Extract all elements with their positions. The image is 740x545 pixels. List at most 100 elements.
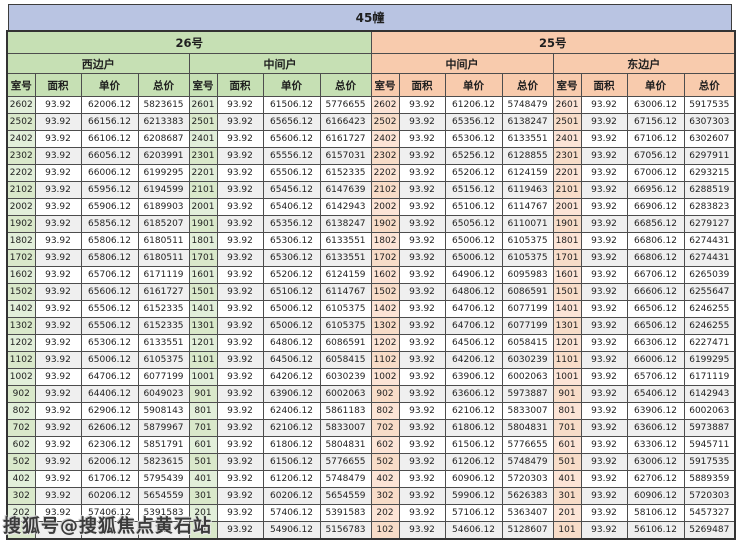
cell-total-price: 6105375 bbox=[501, 249, 554, 267]
cell-area: 93.92 bbox=[34, 334, 82, 352]
unit-group-header-0: 西边户 bbox=[6, 53, 190, 74]
cell-area: 93.92 bbox=[216, 215, 264, 233]
cell-total-price: 6105375 bbox=[319, 300, 372, 318]
cell-total-price: 6086591 bbox=[501, 283, 554, 301]
table-row: 302 93.92 60206.12 5654559 301 93.92 60206.12 5… bbox=[6, 487, 736, 505]
cell-room: 401 bbox=[188, 470, 218, 488]
cell-unit-price: 54906.12 bbox=[262, 521, 321, 540]
cell-room: 2401 bbox=[552, 130, 582, 148]
cell-unit-price: 64806.12 bbox=[444, 283, 503, 301]
cell-total-price: 5879967 bbox=[137, 419, 190, 437]
cell-total-price: 6199295 bbox=[137, 164, 190, 182]
cell-unit-price: 62906.12 bbox=[80, 402, 139, 420]
column-header-unit-price: 单价 bbox=[262, 73, 321, 97]
cell-total-price: 6203991 bbox=[137, 147, 190, 165]
cell-room: 1802 bbox=[6, 232, 36, 250]
cell-total-price: 6274431 bbox=[683, 249, 736, 267]
cell-area: 93.92 bbox=[34, 215, 82, 233]
cell-room: 1301 bbox=[552, 317, 582, 335]
cell-total-price: 6265039 bbox=[683, 266, 736, 284]
cell-area: 93.92 bbox=[216, 334, 264, 352]
cell-room: 2102 bbox=[370, 181, 400, 199]
cell-total-price: 5889359 bbox=[683, 470, 736, 488]
column-header-room: 室号 bbox=[552, 73, 582, 97]
cell-unit-price: 61506.12 bbox=[262, 453, 321, 471]
cell-unit-price: 62006.12 bbox=[80, 453, 139, 471]
cell-room: 502 bbox=[370, 453, 400, 471]
cell-area: 93.92 bbox=[398, 402, 446, 420]
cell-unit-price: 62106.12 bbox=[262, 419, 321, 437]
cell-total-price: 6293215 bbox=[683, 164, 736, 182]
cell-area: 93.92 bbox=[34, 198, 82, 216]
cell-unit-price: 65006.12 bbox=[444, 249, 503, 267]
cell-area: 93.92 bbox=[398, 215, 446, 233]
cell-room: 802 bbox=[370, 402, 400, 420]
cell-unit-price: 65706.12 bbox=[80, 266, 139, 284]
cell-area: 93.92 bbox=[34, 487, 82, 505]
cell-room: 1901 bbox=[552, 215, 582, 233]
cell-room: 2302 bbox=[6, 147, 36, 165]
column-header-area: 面积 bbox=[216, 73, 264, 97]
cell-total-price: 6095983 bbox=[501, 266, 554, 284]
cell-area: 93.92 bbox=[34, 504, 82, 522]
cell-room: 1301 bbox=[188, 317, 218, 335]
column-header-total-price: 总价 bbox=[137, 73, 190, 97]
cell-unit-price: 65656.12 bbox=[262, 113, 321, 131]
cell-unit-price: 65006.12 bbox=[262, 300, 321, 318]
cell-total-price: 6133551 bbox=[501, 130, 554, 148]
cell-room: 1002 bbox=[6, 368, 36, 386]
cell-unit-price: 58106.12 bbox=[626, 504, 685, 522]
cell-area: 93.92 bbox=[216, 385, 264, 403]
table-row: 602 93.92 62306.12 5851791 601 93.92 61806.12 5… bbox=[6, 436, 736, 454]
cell-unit-price: 61506.12 bbox=[444, 436, 503, 454]
cell-total-price: 5269487 bbox=[683, 521, 736, 540]
cell-area: 93.92 bbox=[398, 232, 446, 250]
cell-area: 93.92 bbox=[34, 402, 82, 420]
cell-room: 1501 bbox=[552, 283, 582, 301]
cell-unit-price: 65406.12 bbox=[262, 198, 321, 216]
unit-group-header-1: 中间户 bbox=[188, 53, 372, 74]
cell-room: 1801 bbox=[188, 232, 218, 250]
cell-unit-price: 65606.12 bbox=[262, 130, 321, 148]
cell-area: 93.92 bbox=[580, 300, 628, 318]
cell-room: 1201 bbox=[552, 334, 582, 352]
cell-area: 93.92 bbox=[216, 300, 264, 318]
cell-total-price: 6133551 bbox=[137, 334, 190, 352]
cell-unit-price: 63606.12 bbox=[626, 419, 685, 437]
cell-area: 93.92 bbox=[580, 487, 628, 505]
cell-area: 93.92 bbox=[34, 385, 82, 403]
cell-area: 93.92 bbox=[34, 147, 82, 165]
cell-room: 1702 bbox=[6, 249, 36, 267]
cell-area: 93.92 bbox=[580, 334, 628, 352]
cell-room: 2201 bbox=[188, 164, 218, 182]
cell-room: 2301 bbox=[552, 147, 582, 165]
cell-total-price: 6077199 bbox=[137, 368, 190, 386]
column-header-unit-price: 单价 bbox=[626, 73, 685, 97]
cell-room: 101 bbox=[552, 521, 582, 540]
cell-total-price: 6142943 bbox=[319, 198, 372, 216]
cell-room: 2101 bbox=[552, 181, 582, 199]
cell-room: 2502 bbox=[370, 113, 400, 131]
section-header-0: 26号 bbox=[6, 30, 372, 54]
cell-area: 93.92 bbox=[580, 96, 628, 114]
cell-area: 93.92 bbox=[398, 487, 446, 505]
cell-unit-price: 65056.12 bbox=[444, 215, 503, 233]
price-table-body: 2602 93.92 62006.12 5823615 2601 93.92 61506.1… bbox=[6, 96, 736, 540]
cell-total-price: 6124159 bbox=[501, 164, 554, 182]
table-row: 2302 93.92 66056.12 6203991 2301 93.92 65556.1… bbox=[6, 147, 736, 165]
table-row: 1802 93.92 65806.12 6180511 1801 93.92 65306.1… bbox=[6, 232, 736, 250]
cell-area: 93.92 bbox=[398, 368, 446, 386]
cell-area: 93.92 bbox=[34, 317, 82, 335]
cell-area: 93.92 bbox=[398, 198, 446, 216]
cell-room: 2502 bbox=[6, 113, 36, 131]
cell-room: 602 bbox=[6, 436, 36, 454]
cell-room: 2001 bbox=[552, 198, 582, 216]
cell-total-price: 6171119 bbox=[683, 368, 736, 386]
cell-room: 2202 bbox=[6, 164, 36, 182]
cell-unit-price: 65856.12 bbox=[80, 215, 139, 233]
building-title: 45幢 bbox=[355, 11, 385, 25]
cell-area: 93.92 bbox=[580, 198, 628, 216]
cell-unit-price: 57106.12 bbox=[444, 504, 503, 522]
table-row: 902 93.92 64406.12 6049023 901 93.92 63906.12 6… bbox=[6, 385, 736, 403]
cell-total-price: 5851791 bbox=[137, 436, 190, 454]
